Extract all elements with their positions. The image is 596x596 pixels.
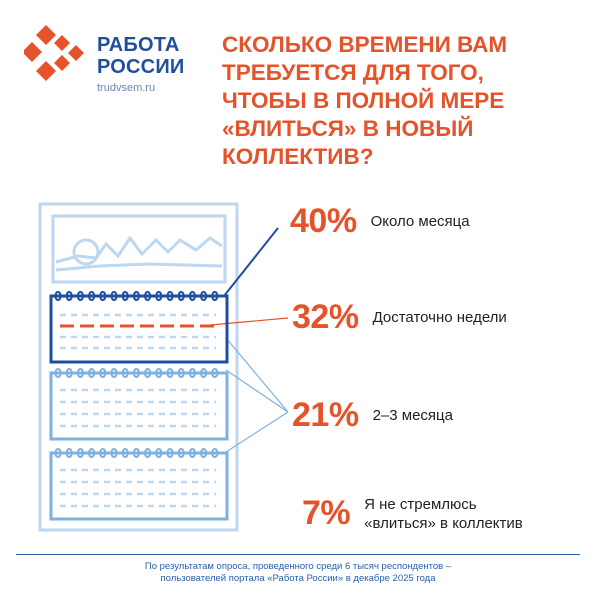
stat-row: 32% Достаточно недели <box>292 298 507 337</box>
stat-percent: 40% <box>290 202 357 240</box>
divider <box>16 554 580 555</box>
headline-line: СКОЛЬКО ВРЕМЕНИ ВАМ <box>222 32 508 57</box>
stat-label: Я не стремлюсь «влиться» в коллектив <box>364 495 523 533</box>
headline-line: «ВЛИТЬСЯ» В НОВЫЙ <box>222 116 474 141</box>
stat-row: 40% Около месяца <box>290 202 470 241</box>
stat-label: 2–3 месяца <box>372 407 453 424</box>
stat-percent: 32% <box>292 298 359 336</box>
headline: СКОЛЬКО ВРЕМЕНИ ВАМ ТРЕБУЕТСЯ ДЛЯ ТОГО, … <box>222 31 582 171</box>
footnote-line: По результатам опроса, проведенного сред… <box>144 561 452 572</box>
footnote-line: пользователей портала «Работа России» в … <box>160 573 436 584</box>
stat-label-line: Я не стремлюсь <box>364 495 477 513</box>
stat-row: 21% 2–3 месяца <box>292 396 453 435</box>
headline-line: ЧТОБЫ В ПОЛНОЙ МЕРЕ <box>222 88 505 113</box>
stat-label: Около месяца <box>370 213 470 230</box>
brand-site: trudvsem.ru <box>97 82 156 94</box>
brand-block: РАБОТА РОССИИ trudvsem.ru <box>97 34 184 94</box>
headline-line: ТРЕБУЕТСЯ ДЛЯ ТОГО, <box>222 60 484 85</box>
stat-label: Достаточно недели <box>372 309 507 326</box>
stat-percent: 21% <box>292 396 359 434</box>
brand-name-line2: РОССИИ <box>97 56 185 78</box>
logo-icon <box>24 25 84 81</box>
stat-label-line: «влиться» в коллектив <box>364 514 523 532</box>
wall-calendar-icon <box>38 202 289 532</box>
headline-line: КОЛЛЕКТИВ? <box>222 144 374 169</box>
stat-percent: 7% <box>302 494 351 532</box>
stat-row: 7% Я не стремлюсь «влиться» в коллектив <box>302 494 523 533</box>
brand-name-line1: РАБОТА <box>97 34 180 56</box>
footnote: По результатам опроса, проведенного сред… <box>0 561 596 585</box>
